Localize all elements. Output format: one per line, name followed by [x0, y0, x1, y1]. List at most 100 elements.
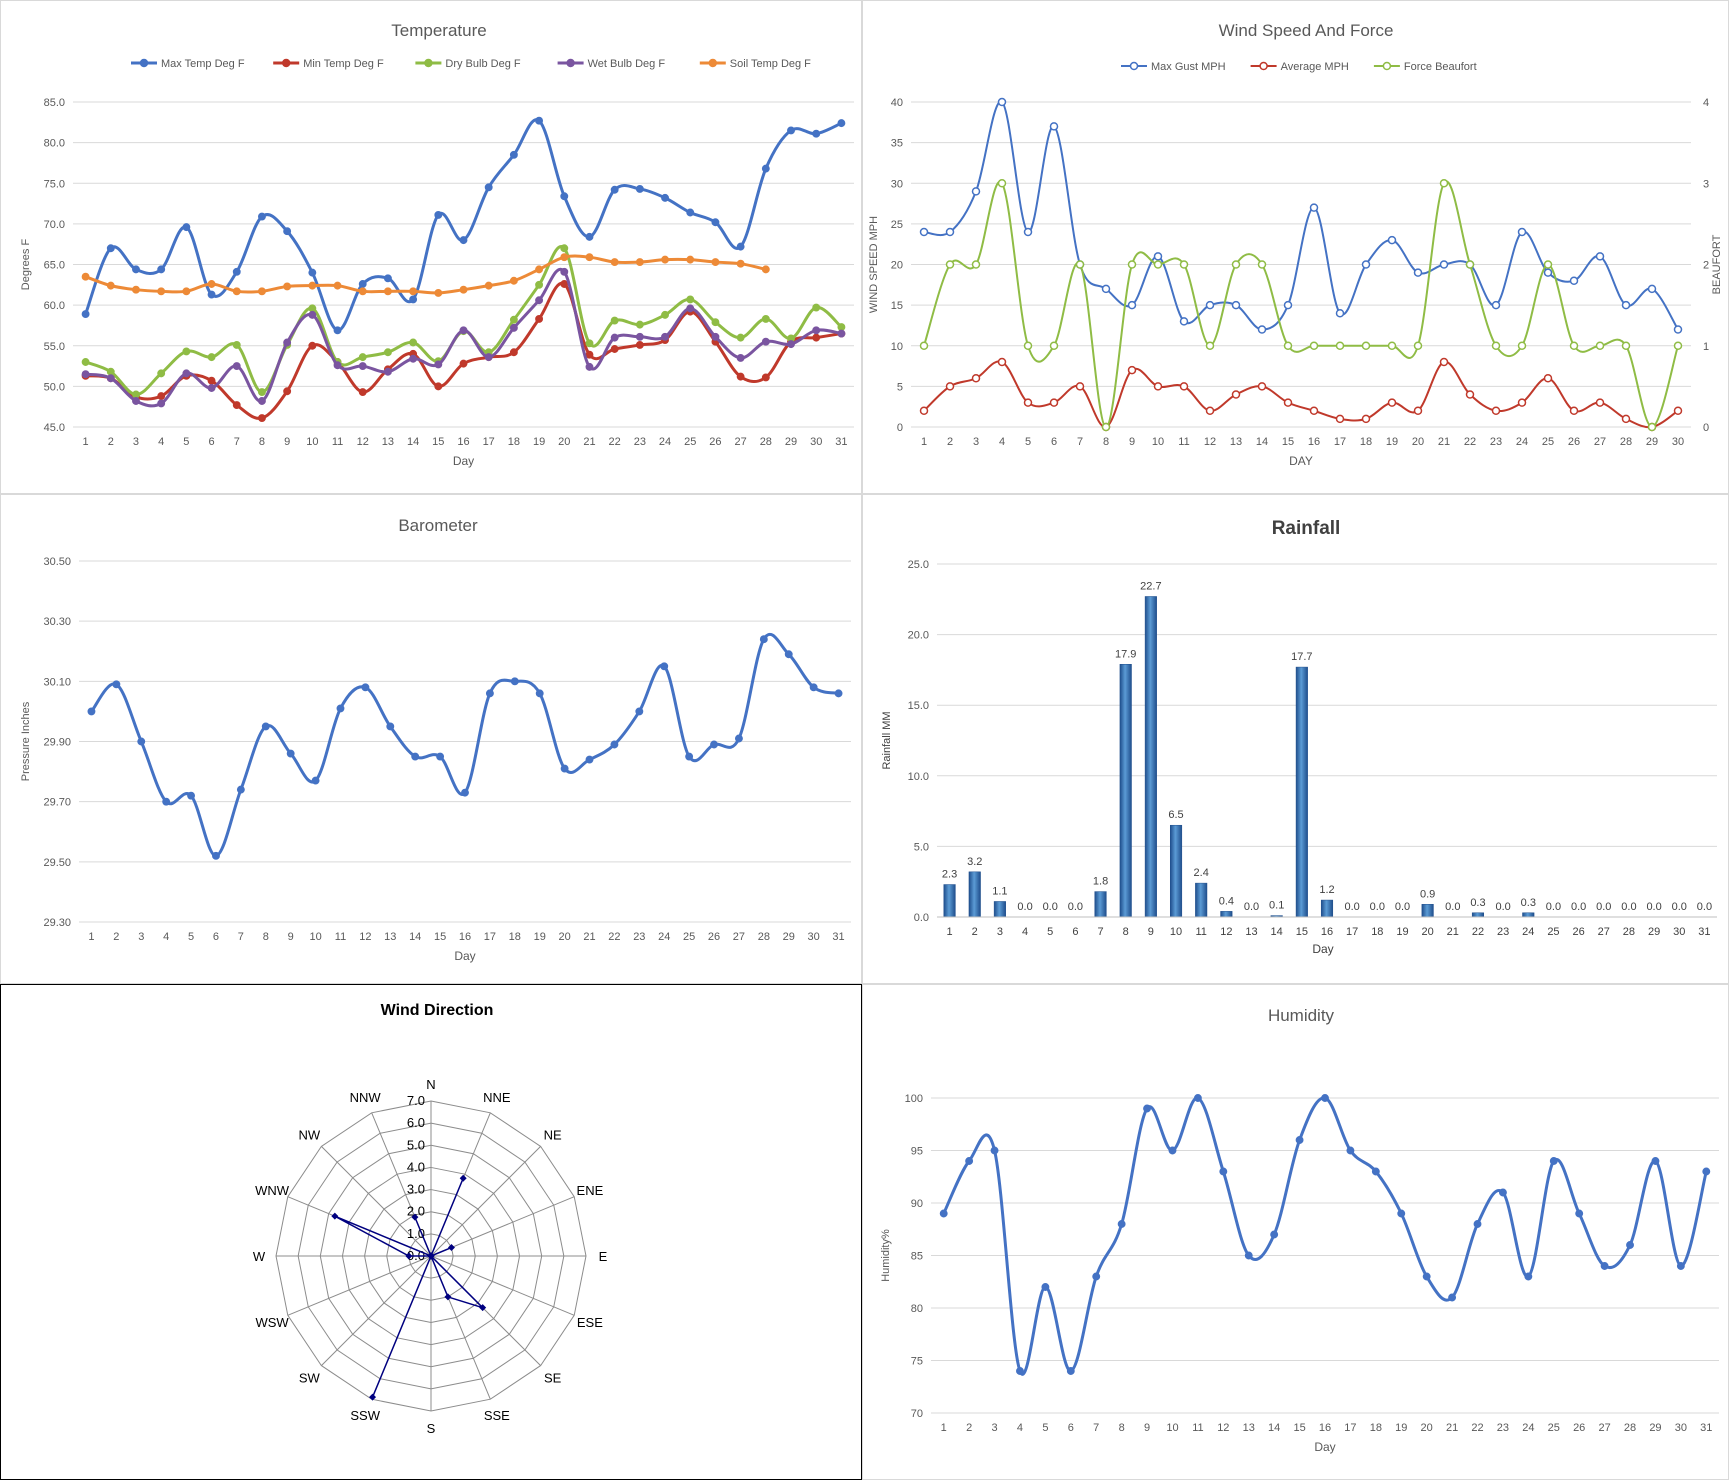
data-point: [286, 749, 295, 758]
x-tick-label: 16: [1308, 436, 1320, 448]
data-label: 0.4: [1219, 895, 1234, 907]
x-tick-label: 1: [941, 1422, 947, 1434]
series-line: [942, 1096, 1708, 1376]
data-point: [945, 382, 955, 391]
x-tick-label: 2: [947, 436, 953, 448]
data-point: [585, 339, 594, 348]
x-tick-label: 15: [432, 436, 444, 448]
radar-spoke: [321, 1146, 432, 1257]
x-tick-label: 26: [709, 436, 721, 448]
data-point: [686, 255, 695, 264]
data-label: 0.0: [1395, 901, 1410, 913]
wind-direction-chart-panel: Wind Direction N NNE NE ENE E ESE SE SSE S SSW SW WS…: [0, 984, 862, 1480]
data-point: [1270, 1230, 1279, 1239]
data-point: [1361, 341, 1371, 350]
x-tick-label: 12: [359, 931, 371, 943]
x-tick-label: 10: [1166, 1422, 1178, 1434]
data-point: [1439, 260, 1449, 269]
x-tick-label: 4: [1017, 1422, 1023, 1434]
data-point: [1257, 260, 1267, 269]
y-tick-label: 55.0: [44, 341, 65, 353]
radial-tick-label: 3.0: [407, 1182, 425, 1197]
y-tick-label: 35: [891, 138, 903, 150]
radar-point: [447, 1244, 455, 1252]
data-point: [358, 362, 367, 371]
data-point: [787, 126, 795, 135]
data-point: [1569, 276, 1579, 285]
x-tick-label: 18: [509, 931, 521, 943]
direction-label: SSW: [350, 1408, 380, 1423]
data-label: 6.5: [1168, 809, 1183, 821]
data-point: [436, 752, 445, 761]
x-tick-label: 4: [999, 436, 1005, 448]
x-tick-label: 24: [1516, 436, 1528, 448]
x-tick-label: 27: [1594, 436, 1606, 448]
data-point: [1049, 341, 1059, 350]
data-point: [132, 265, 140, 274]
data-point: [585, 362, 594, 371]
data-point: [258, 287, 266, 296]
legend-label: Soil Temp Deg F: [730, 58, 811, 70]
data-point: [837, 323, 846, 332]
x-tick-label: 3: [973, 436, 979, 448]
rainfall-bar: [1119, 664, 1132, 918]
x-tick-label: 19: [534, 931, 546, 943]
data-point: [258, 388, 266, 397]
temperature-chart-panel: Temperature 45.0 50.0 55.0 60.0 65.0 70.0 75.0 8…: [0, 0, 862, 494]
x-tick-label: 17: [484, 931, 496, 943]
y-tick-label: 60.0: [44, 300, 65, 312]
data-point: [560, 267, 569, 276]
y-tick-label: 85.0: [44, 97, 65, 109]
data-point: [484, 281, 493, 290]
data-point: [635, 332, 644, 341]
data-point: [1397, 1209, 1406, 1218]
x-tick-label: 19: [1386, 436, 1398, 448]
legend-label: Average MPH: [1281, 61, 1349, 73]
data-point: [1023, 227, 1033, 237]
data-point: [1491, 341, 1501, 350]
data-point: [919, 227, 929, 237]
rainfall-bar: [943, 884, 956, 918]
data-point: [1283, 398, 1293, 407]
data-point: [997, 357, 1007, 367]
y-tick-label: 70: [911, 1408, 923, 1420]
x-tick-label: 10: [306, 436, 318, 448]
data-label: 0.0: [1068, 901, 1083, 913]
data-point: [1193, 1094, 1202, 1102]
x-tick-label: 15: [1293, 1422, 1305, 1434]
rainfall-bar: [1522, 912, 1535, 918]
barometer-chart: Barometer 29.30 29.50 29.70 29.90 30.10 30.30 3…: [20, 516, 851, 963]
x-tick-label: 13: [384, 931, 396, 943]
legend-marker: [281, 58, 291, 68]
data-point: [1543, 374, 1553, 383]
data-point: [1422, 1272, 1431, 1281]
x-tick-label: 15: [1296, 926, 1308, 938]
data-point: [1231, 390, 1241, 399]
x-tick-label: 21: [1438, 436, 1450, 448]
data-point: [1549, 1157, 1558, 1165]
y2-tick-label: 3: [1703, 178, 1709, 190]
data-point: [361, 683, 370, 692]
barometer-chart-panel: Barometer 29.30 29.50 29.70 29.90 30.10 30.30 3…: [0, 494, 862, 984]
data-point: [1575, 1209, 1584, 1218]
legend-marker: [424, 58, 433, 68]
data-point: [182, 369, 191, 378]
y-tick-label: 80: [911, 1303, 923, 1315]
data-point: [1023, 398, 1033, 407]
x-tick-label: 5: [188, 931, 194, 943]
x-tick-label: 23: [634, 436, 646, 448]
x-tick-label: 1: [921, 436, 927, 448]
data-point: [971, 260, 981, 269]
data-label: 0.0: [1672, 901, 1687, 913]
data-point: [1335, 414, 1345, 424]
data-point: [1651, 1157, 1660, 1165]
y-tick-label: 40: [891, 97, 903, 109]
data-point: [1117, 1220, 1126, 1228]
data-point: [1647, 284, 1657, 294]
data-point: [1101, 284, 1111, 294]
data-point: [610, 333, 619, 342]
data-point: [1621, 300, 1631, 310]
x-tick-label: 26: [1572, 926, 1584, 938]
data-label: 0.0: [1596, 901, 1611, 913]
x-tick-label: 23: [633, 931, 645, 943]
